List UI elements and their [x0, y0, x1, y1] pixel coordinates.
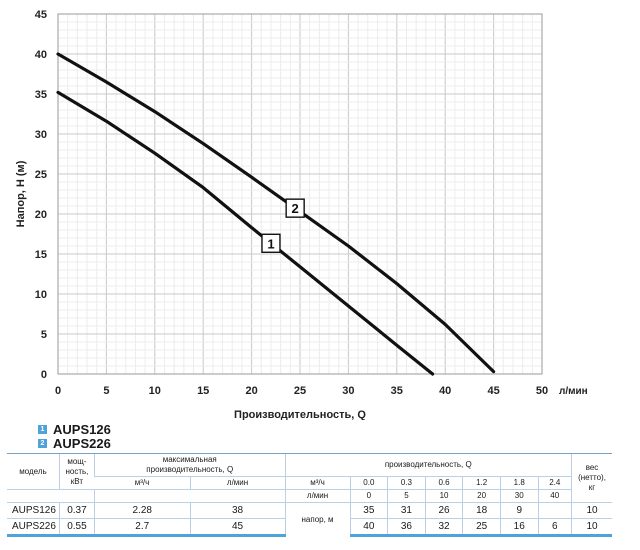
- header-spacer: [7, 489, 95, 503]
- x-tick-label: 20: [245, 385, 257, 397]
- y-tick-label: 20: [35, 209, 47, 221]
- x-tick-label: 30: [342, 385, 354, 397]
- unit-lmin: л/мин: [284, 489, 351, 503]
- y-tick-label: 15: [35, 249, 47, 261]
- cell-q-m3h: 2.28: [93, 502, 191, 519]
- legend-number-badge: 1: [38, 425, 47, 434]
- table-row: AUPS226 0.55 2.7 45 40 36 32 25 16 6 10: [7, 518, 612, 537]
- x-tick-label: 35: [391, 385, 403, 397]
- specs-table: модель мощ- ность, кВт максимальная прои…: [7, 453, 612, 537]
- y-tick-label: 40: [35, 49, 47, 61]
- unit-m3h: м³/ч: [94, 476, 191, 490]
- cell-weight: 10: [571, 502, 612, 519]
- flow-lmin-value: 10: [424, 489, 463, 503]
- cell-head: 6: [537, 518, 572, 537]
- series-line-2: [56, 52, 496, 374]
- y-axis-title: Напор, H (м): [15, 160, 27, 227]
- y-tick-label: 45: [35, 9, 47, 21]
- y-tick-label: 35: [35, 89, 47, 101]
- y-tick-label: 5: [41, 329, 47, 341]
- legend-item-1: 1 AUPS126: [38, 422, 111, 437]
- pump-curve-chart: 0 5 10 15 20 25 30 35 40 45 50 0 5 10 15 20 25 30 35 40 45 л/…: [15, 9, 588, 420]
- cell-model: AUPS126: [7, 502, 60, 519]
- col-header-max-flow: максимальная производительность, Q: [93, 453, 286, 477]
- cell-head: 25: [462, 518, 501, 537]
- curve-label: 1: [267, 236, 274, 251]
- col-header-flow: производительность, Q: [284, 453, 572, 477]
- curve-label-box: [261, 233, 281, 253]
- legend-number-badge: 2: [38, 439, 47, 448]
- legend-item-2: 2 AUPS226: [38, 436, 111, 451]
- cell-weight: 10: [571, 518, 612, 537]
- cell-q-lmin: 38: [189, 502, 286, 519]
- y-tick-label: 0: [41, 369, 47, 381]
- flow-m3h-value: 0.3: [387, 476, 426, 490]
- cell-head: 9: [499, 502, 539, 519]
- x-axis-title: Производительность, Q: [234, 409, 366, 420]
- x-tick-label: 10: [149, 385, 161, 397]
- flow-lmin-value: 40: [537, 489, 572, 503]
- curve-label: 2: [292, 201, 299, 216]
- x-tick-label: 25: [294, 385, 306, 397]
- header-spacer: [93, 489, 286, 503]
- legend-model-label: AUPS126: [53, 422, 111, 437]
- cell-q-lmin: 45: [189, 518, 286, 537]
- cell-power: 0.37: [58, 502, 95, 519]
- cell-head: 32: [424, 518, 463, 537]
- plot-frame: [57, 13, 543, 375]
- unit-m3h: м³/ч: [284, 476, 351, 490]
- flow-m3h-value: 1.2: [462, 476, 501, 490]
- cell-head: 36: [387, 518, 426, 537]
- flow-lmin-value: 5: [387, 489, 426, 503]
- y-tick-label: 25: [35, 169, 47, 181]
- x-tick-label: 45: [487, 385, 499, 397]
- flow-lmin-value: 0: [349, 489, 388, 503]
- flow-m3h-value: 1.8: [499, 476, 539, 490]
- cell-head: [537, 502, 572, 519]
- col-header-weight: вес (нетто), кг: [571, 453, 612, 503]
- flow-m3h-value: 0.6: [424, 476, 463, 490]
- x-tick-label: 5: [103, 385, 109, 397]
- cell-head-label: напор, м: [284, 502, 351, 536]
- cell-head: 26: [424, 502, 463, 519]
- series-line-1: [56, 90, 435, 376]
- cell-head: 31: [387, 502, 426, 519]
- col-header-model: модель: [7, 453, 60, 490]
- flow-m3h-value: 2.4: [537, 476, 572, 490]
- cell-head: 35: [349, 502, 388, 519]
- cell-q-m3h: 2.7: [93, 518, 191, 537]
- x-tick-label: 0: [55, 385, 61, 397]
- y-tick-label: 30: [35, 129, 47, 141]
- x-tick-label: 50: [536, 385, 548, 397]
- x-tick-label: 40: [439, 385, 451, 397]
- unit-lmin: л/мин: [189, 476, 286, 490]
- flow-m3h-value: 0.0: [349, 476, 388, 490]
- y-tick-label: 10: [35, 289, 47, 301]
- x-unit-label: л/мин: [559, 386, 588, 397]
- cell-head: 16: [499, 518, 539, 537]
- cell-head: 18: [462, 502, 501, 519]
- flow-lmin-value: 20: [462, 489, 501, 503]
- cell-model: AUPS226: [7, 518, 60, 537]
- x-tick-label: 15: [197, 385, 209, 397]
- table-row: AUPS126 0.37 2.28 38 напор, м 35 31 26 1…: [7, 502, 612, 536]
- cell-power: 0.55: [58, 518, 95, 537]
- curve-label-box: [285, 198, 305, 218]
- col-header-power: мощ- ность, кВт: [58, 453, 95, 490]
- flow-lmin-value: 30: [499, 489, 539, 503]
- cell-head: 40: [349, 518, 388, 537]
- legend-model-label: AUPS226: [53, 436, 111, 451]
